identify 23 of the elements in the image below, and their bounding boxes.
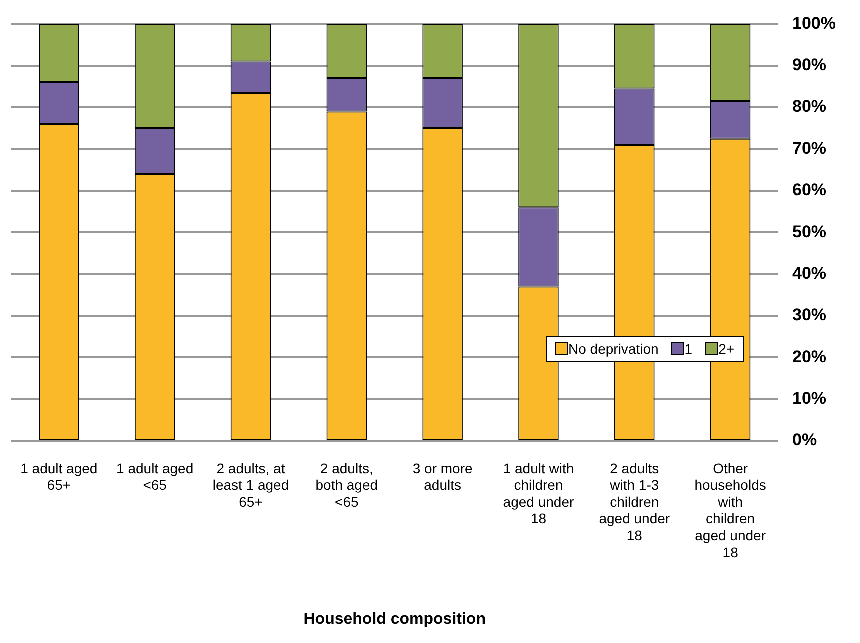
y-tick-label: 40% — [792, 264, 827, 283]
y-tick-label: 60% — [792, 180, 827, 200]
x-tick-label: 2 adults with 1-3 children aged under 18 — [599, 460, 670, 544]
legend-label: 2+ — [718, 340, 735, 357]
y-tick-label: 20% — [792, 347, 827, 366]
y-tick-label: 70% — [792, 138, 827, 158]
legend-label: No deprivation — [568, 340, 659, 357]
x-tick-label: 1 adult with children aged under 18 — [503, 460, 574, 527]
y-tick-label: 90% — [792, 56, 827, 75]
legend-label: 1 — [684, 340, 693, 357]
x-tick-label: 3 or more adults — [412, 460, 473, 494]
x-axis-title: Household composition — [304, 610, 486, 628]
y-tick-label: 100% — [792, 14, 836, 33]
x-tick-label: 1 adult aged <65 — [116, 460, 194, 494]
y-tick-label: 80% — [792, 97, 827, 116]
y-tick-label: 30% — [792, 306, 827, 325]
x-tick-label: 1 adult aged 65+ — [20, 460, 98, 494]
y-tick-label: 50% — [792, 222, 827, 242]
x-tick-label: 2 adults, at least 1 aged 65+ — [212, 460, 290, 510]
y-tick-label: 10% — [792, 389, 827, 408]
x-tick-label: Other households with children aged under 18 — [694, 460, 766, 560]
y-tick-label: 0% — [792, 430, 818, 450]
x-tick-label: 2 adults, both aged <65 — [316, 460, 378, 510]
